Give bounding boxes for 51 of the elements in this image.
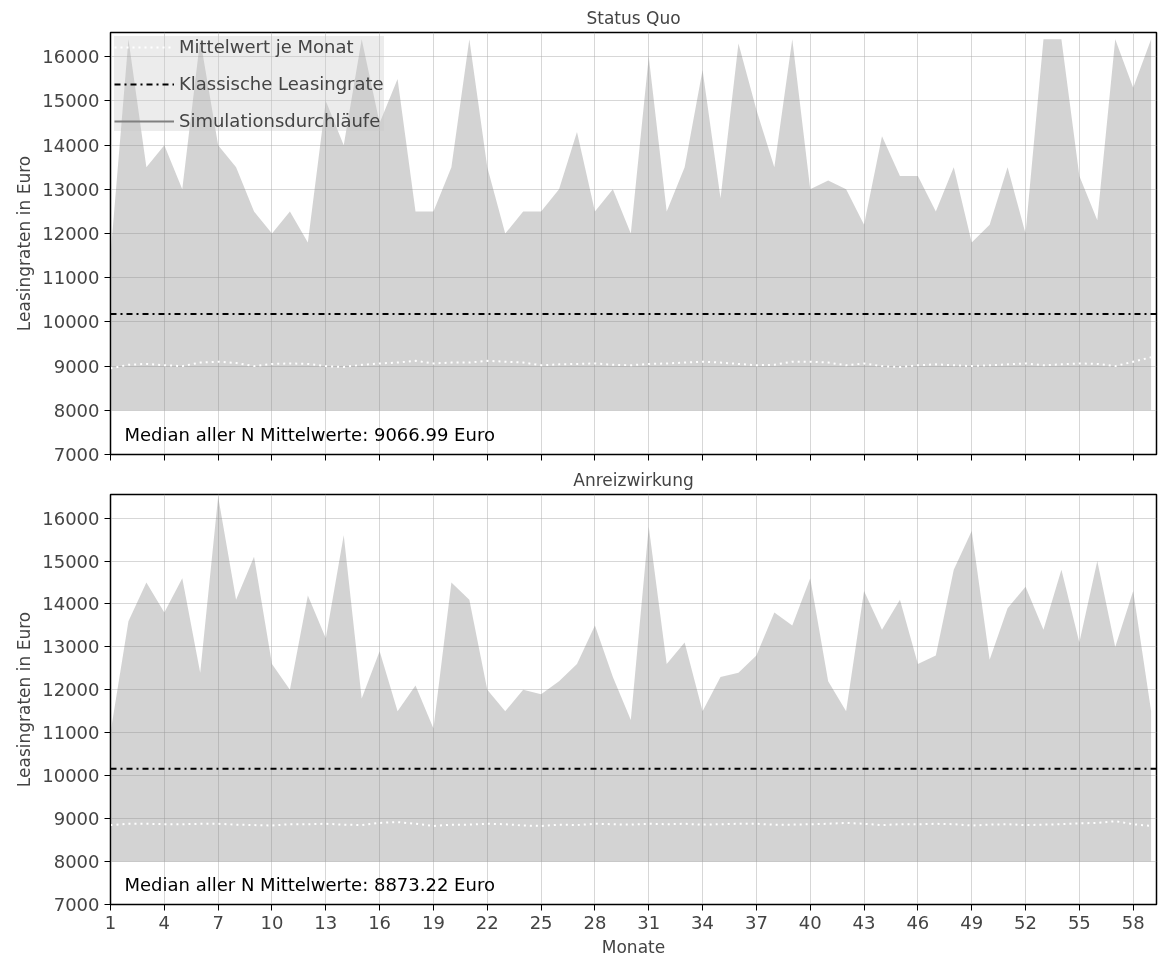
- y-tick-label: 11000: [42, 267, 100, 289]
- legend-label: Simulationsdurchläufe: [179, 110, 381, 131]
- y-tick-label: 14000: [42, 593, 100, 615]
- y-tick-label: 7000: [53, 894, 100, 915]
- x-tick-label: 46: [906, 911, 930, 933]
- legend-label: Klassische Leasingrate: [179, 73, 384, 94]
- x-tick-label: 40: [798, 911, 822, 933]
- y-axis-title: Leasingraten in Euro: [14, 155, 35, 332]
- x-tick-label: 34: [691, 911, 715, 933]
- y-tick-label: 8000: [53, 851, 100, 873]
- y-tick-label: 13000: [42, 636, 100, 658]
- x-tick-label: 37: [744, 911, 768, 933]
- x-tick-label: 43: [852, 911, 876, 933]
- x-tick-label: 1: [104, 911, 117, 933]
- x-tick-label: 58: [1121, 911, 1145, 933]
- y-tick-label: 9000: [53, 355, 100, 377]
- x-tick-label: 10: [260, 911, 284, 933]
- x-tick-label: 4: [158, 911, 171, 933]
- y-tick-label: 10000: [42, 311, 100, 333]
- y-tick-label: 12000: [42, 223, 100, 245]
- legend-label: Mittelwert je Monat: [179, 36, 354, 57]
- y-axis-title: Leasingraten in Euro: [14, 611, 35, 788]
- x-tick-label: 7: [212, 911, 224, 933]
- x-tick-label: 55: [1067, 911, 1091, 933]
- x-tick-label: 16: [368, 911, 392, 933]
- x-axis-title: Monate: [601, 936, 666, 957]
- x-tick-label: 52: [1014, 911, 1037, 933]
- x-tick-label: 22: [475, 911, 499, 933]
- y-tick-label: 15000: [42, 90, 100, 112]
- x-tick-label: 31: [637, 911, 661, 933]
- y-tick-label: 12000: [42, 679, 100, 701]
- x-tick-label: 19: [422, 911, 445, 933]
- x-tick-label: 13: [314, 911, 338, 933]
- y-tick-label: 7000: [53, 444, 100, 465]
- x-tick-label: 28: [583, 911, 607, 933]
- y-tick-label: 16000: [42, 46, 100, 68]
- x-tick-label: 49: [960, 911, 984, 933]
- chart-title: Anreizwirkung: [573, 469, 694, 490]
- annotation: Median aller N Mittelwerte: 9066.99 Euro: [124, 423, 495, 445]
- y-tick-label: 14000: [42, 134, 100, 156]
- line-series: [110, 356, 1153, 370]
- y-tick-label: 10000: [42, 765, 100, 787]
- y-tick-label: 9000: [53, 808, 100, 830]
- y-tick-label: 11000: [42, 722, 100, 744]
- y-tick-label: 15000: [42, 550, 100, 572]
- y-tick-label: 13000: [42, 178, 100, 200]
- y-tick-label: 8000: [53, 399, 100, 421]
- annotation: Median aller N Mittelwerte: 8873.22 Euro: [124, 873, 495, 895]
- x-tick-label: 25: [529, 911, 553, 933]
- y-tick-label: 16000: [42, 507, 100, 529]
- chart-title: Status Quo: [586, 7, 681, 28]
